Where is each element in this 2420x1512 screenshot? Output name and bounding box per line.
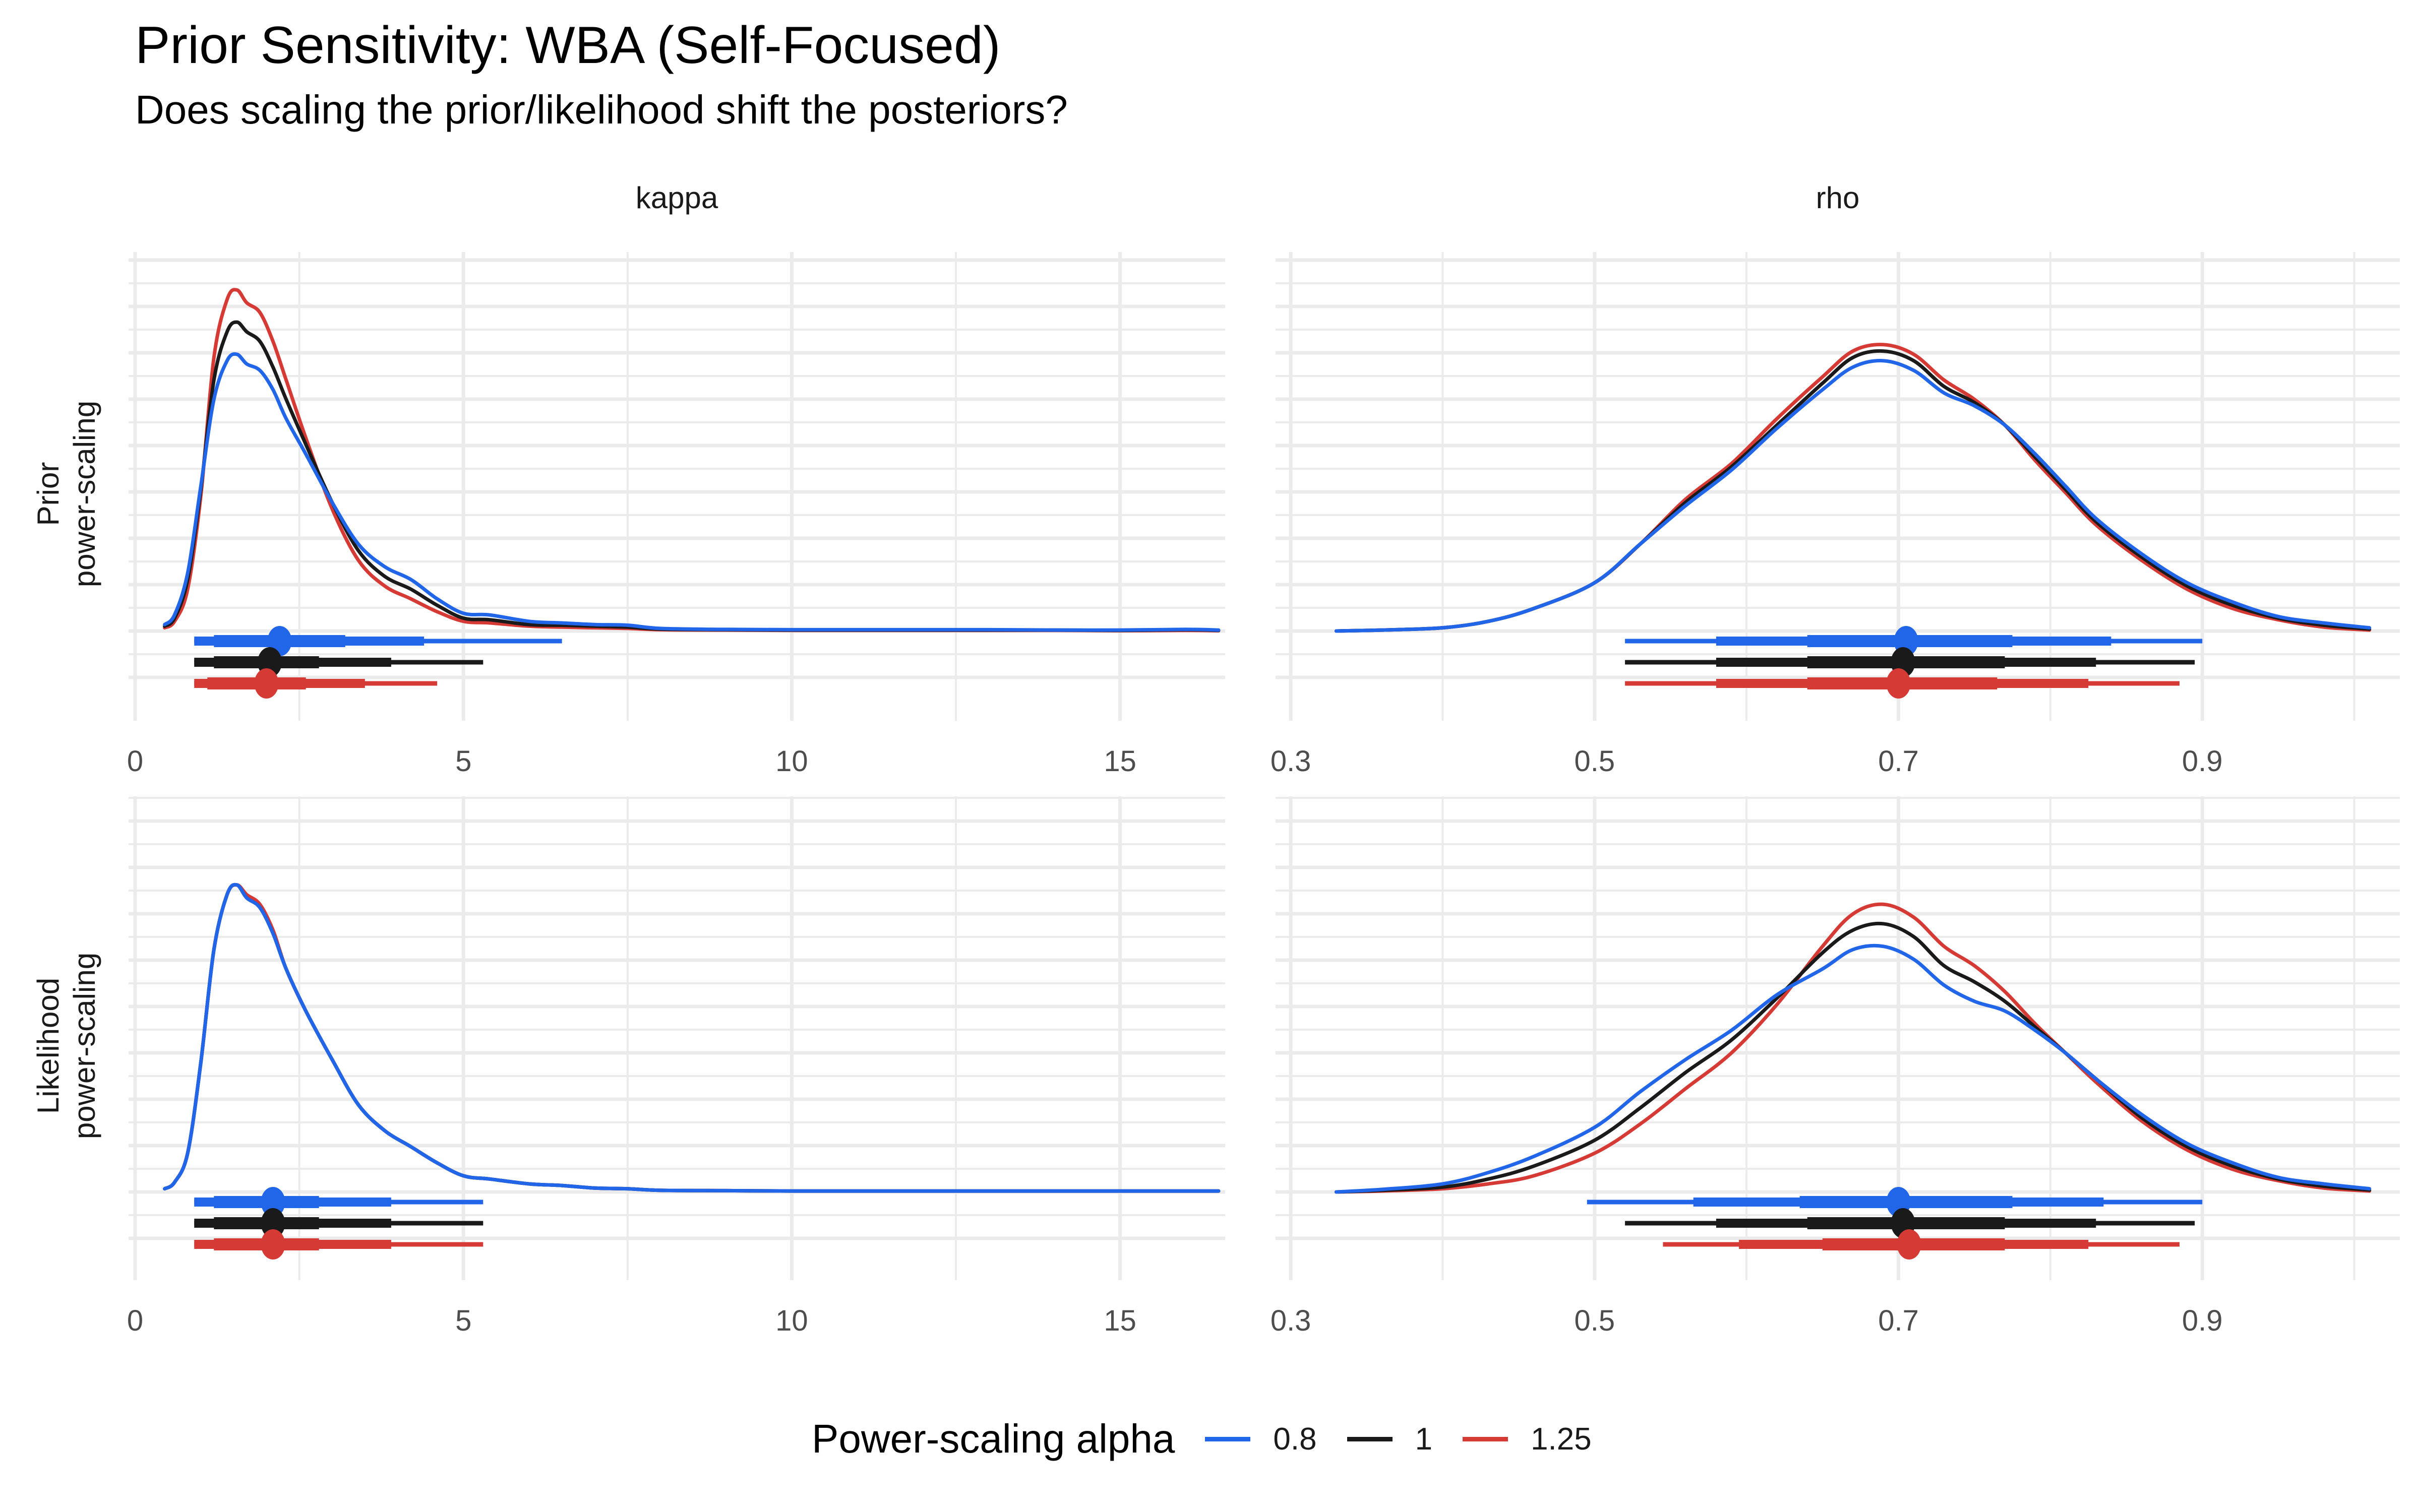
prior-rho-density-1.25 [1335, 343, 2372, 633]
chart-subtitle: Does scaling the prior/likelihood shift … [135, 87, 1068, 132]
prior-rho-xtick-label: 0.3 [1270, 745, 1311, 778]
likelihood-rho-median-point-1.25 [1897, 1229, 1921, 1259]
likelihood-rho-density-1.25 [1335, 902, 2372, 1194]
legend: Power-scaling alpha 0.8 1 1.25 [812, 1411, 1622, 1467]
prior-kappa-xtick-label: 15 [1104, 745, 1136, 778]
prior-kappa-median-point-1.25 [254, 668, 279, 699]
likelihood-kappa-xtick-label: 0 [127, 1304, 143, 1337]
likelihood-kappa-xtick-label: 10 [775, 1304, 808, 1337]
likelihood-kappa-xtick-label: 15 [1104, 1304, 1136, 1337]
likelihood-kappa-median-point-1.25 [261, 1229, 285, 1259]
likelihood-rho-xtick-label: 0.9 [2182, 1304, 2223, 1337]
prior-kappa-density-1.25 [163, 288, 1221, 633]
chart-title: Prior Sensitivity: WBA (Self-Focused) [135, 16, 1001, 75]
likelihood-rho-density-1 [1335, 921, 2372, 1194]
prior-rho-xtick-label: 0.5 [1575, 745, 1615, 778]
prior-rho-xtick-label: 0.9 [2182, 745, 2223, 778]
prior-rho-density-0.8 [1335, 359, 2372, 633]
legend-label-1: 1 [1415, 1421, 1433, 1457]
likelihood-kappa-median-point-1 [261, 1208, 285, 1238]
likelihood-kappa-median-point-0.8 [261, 1187, 285, 1217]
strip-label-rho: rho [1816, 181, 1860, 215]
prior-rho-median-point-1.25 [1886, 668, 1911, 699]
legend-key-1.25 [1463, 1436, 1508, 1441]
likelihood-rho-xtick-label: 0.3 [1270, 1304, 1311, 1337]
legend-title: Power-scaling alpha [812, 1416, 1175, 1461]
likelihood-rho-xtick-label: 0.7 [1878, 1304, 1919, 1337]
legend-key-1 [1347, 1436, 1393, 1441]
strip-label-kappa: kappa [635, 181, 718, 215]
likelihood-rho-density-0.8 [1335, 943, 2372, 1194]
prior-kappa-xtick-label: 10 [775, 745, 808, 778]
likelihood-kappa-xtick-label: 5 [455, 1304, 471, 1337]
prior-kappa-xtick-label: 5 [455, 745, 471, 778]
legend-label-1.25: 1.25 [1531, 1421, 1592, 1457]
legend-key-0.8 [1205, 1436, 1251, 1441]
likelihood-kappa-density-0.8 [163, 883, 1221, 1193]
prior-kappa-density-0.8 [163, 352, 1221, 632]
legend-label-0.8: 0.8 [1273, 1421, 1317, 1457]
prior-rho-xtick-label: 0.7 [1878, 745, 1919, 778]
likelihood-rho-xtick-label: 0.5 [1575, 1304, 1615, 1337]
prior-kappa-xtick-label: 0 [127, 745, 143, 778]
